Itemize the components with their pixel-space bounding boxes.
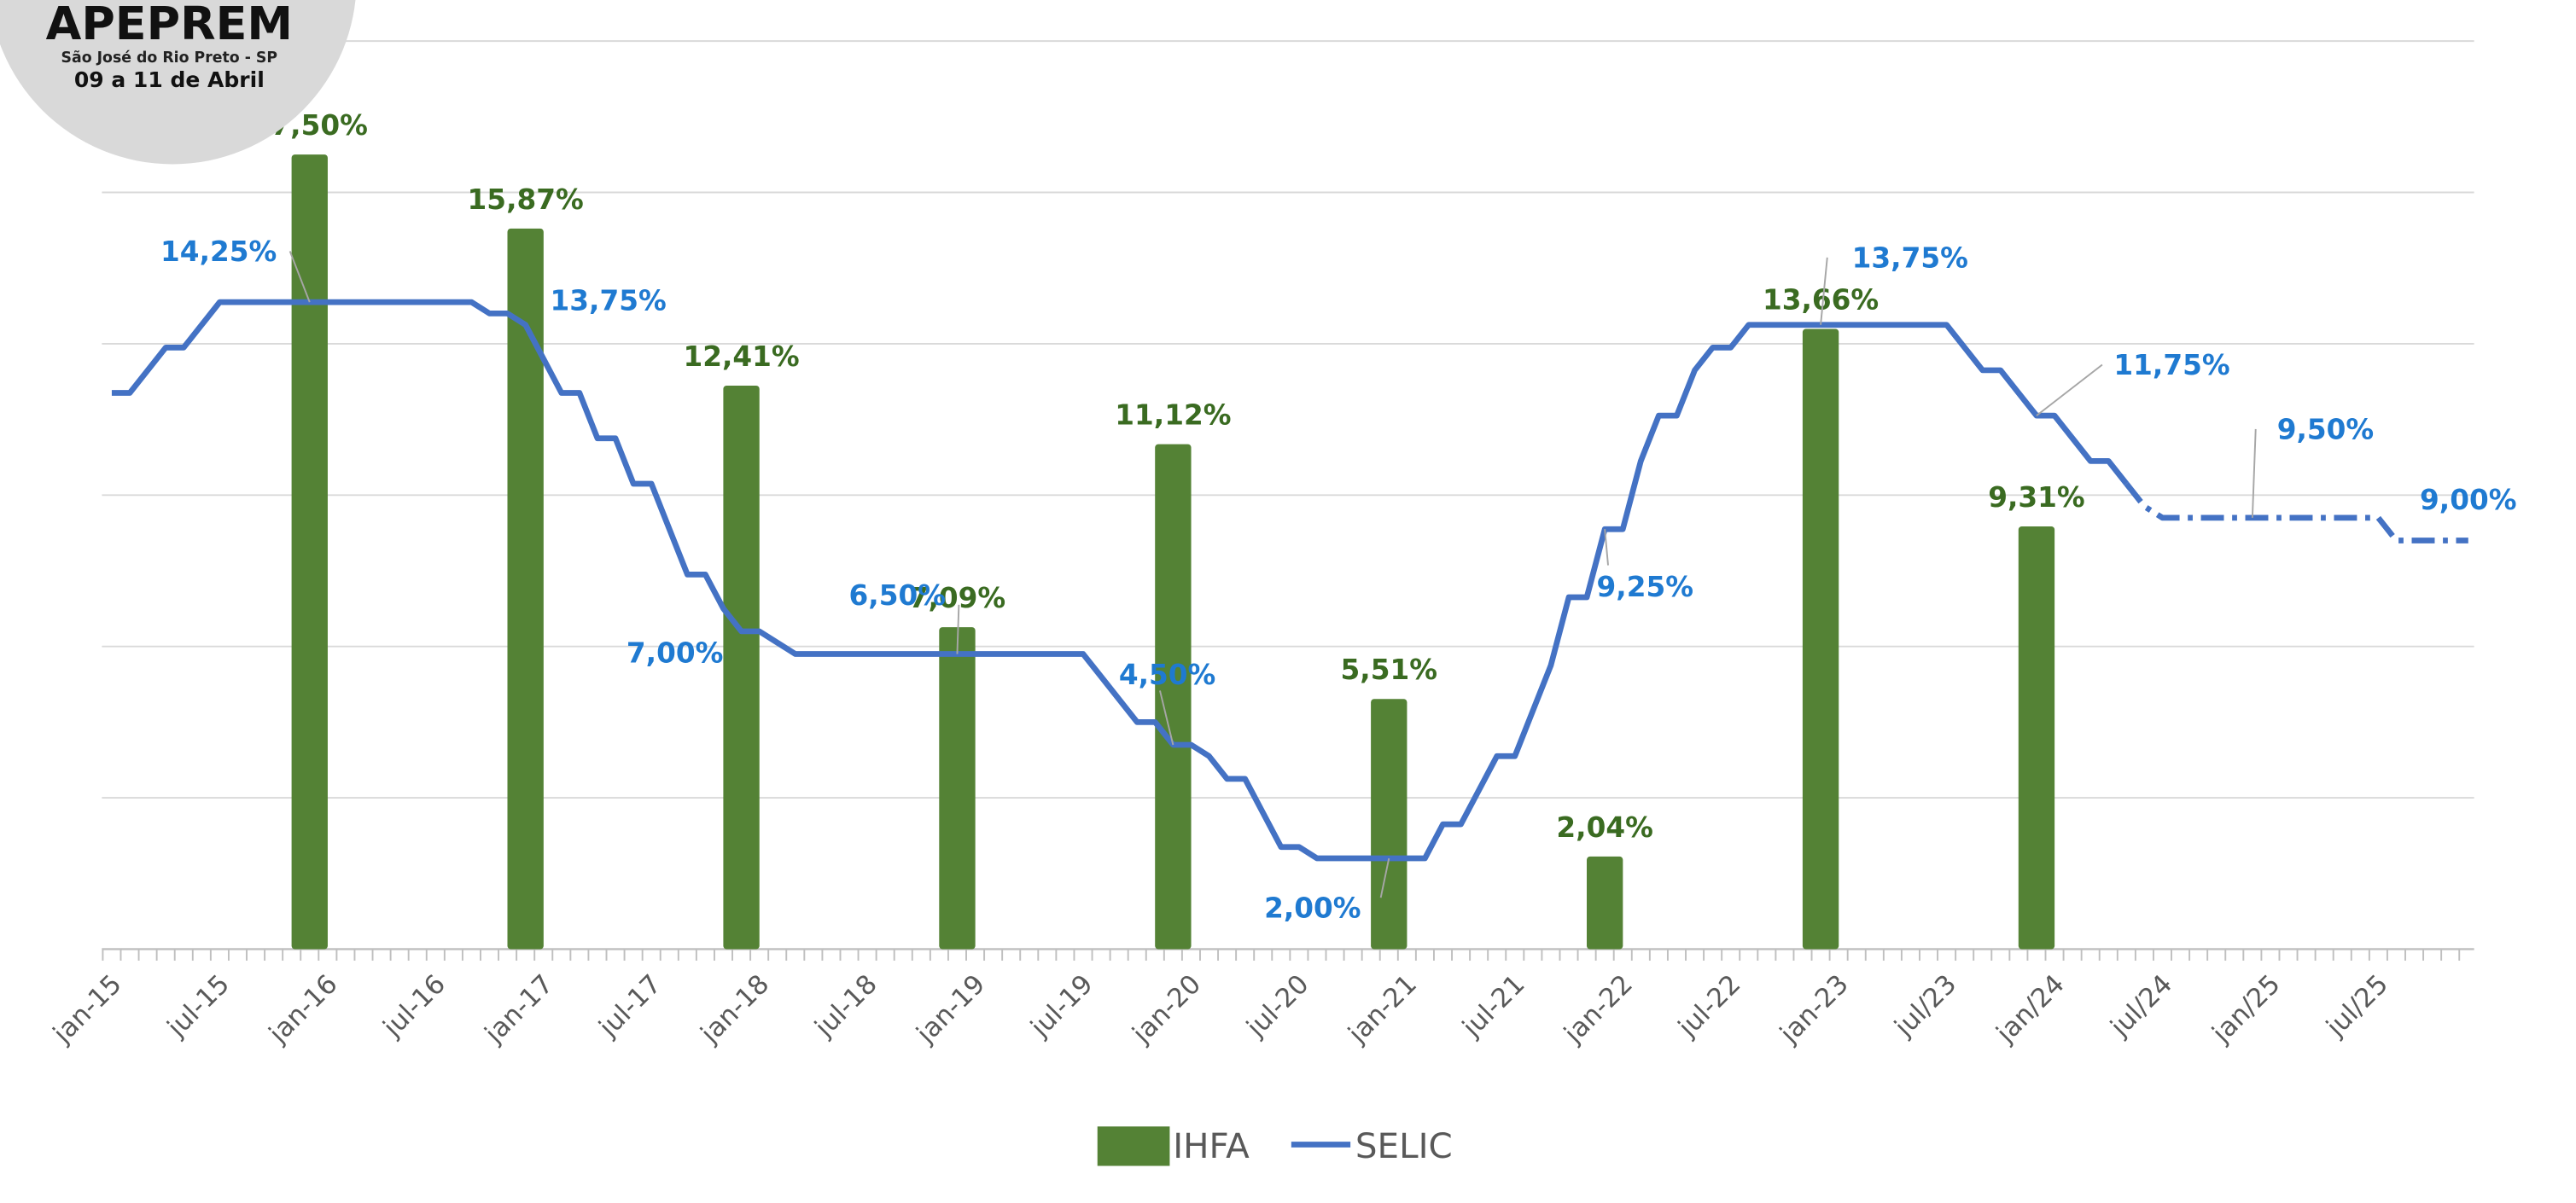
legend-swatch xyxy=(1097,1126,1170,1166)
bar-label: 9,31% xyxy=(1988,481,2084,514)
logo-place: São José do Rio Preto - SP xyxy=(61,49,278,67)
x-tick-label: jan-17 xyxy=(479,968,560,1049)
logo-name: APEPREM xyxy=(46,0,293,50)
leader-line xyxy=(1159,690,1174,746)
bar-label: 7,09% xyxy=(909,582,1005,614)
line-label: 6,50% xyxy=(849,579,946,612)
x-tick-label: jul-16 xyxy=(376,968,452,1043)
x-tick-label: jan/24 xyxy=(1990,968,2070,1049)
x-tick-label: jan-18 xyxy=(694,968,775,1049)
x-tick-label: jul-20 xyxy=(1240,968,1315,1043)
legend: IHFA SELIC xyxy=(1097,1125,1453,1166)
x-tick-label: jan/25 xyxy=(2206,968,2286,1049)
bar-label: 13,66% xyxy=(1763,283,1879,316)
bar xyxy=(1586,856,1623,950)
bar-label: 5,51% xyxy=(1341,654,1437,686)
legend-label: SELIC xyxy=(1355,1125,1453,1166)
bar xyxy=(291,154,328,950)
logo-badge xyxy=(0,0,356,165)
leader-line xyxy=(956,604,960,654)
line-label: 7,00% xyxy=(627,637,723,670)
line-label: 2,00% xyxy=(1264,892,1361,924)
line-label: 13,75% xyxy=(1852,241,1968,274)
line-label: 9,25% xyxy=(1597,571,1693,603)
x-tick-label: jul-15 xyxy=(160,968,236,1043)
leader-line xyxy=(1820,257,1828,325)
x-tick-label: jul/23 xyxy=(1888,968,1962,1043)
line-label: 4,50% xyxy=(1119,659,1215,691)
legend-label: IHFA xyxy=(1173,1125,1250,1166)
bar-label: 15,87% xyxy=(468,183,584,216)
x-tick-label: jan-22 xyxy=(1558,968,1639,1049)
x-tick-label: jul-21 xyxy=(1456,968,1531,1043)
x-tick-label: jul/24 xyxy=(2104,968,2178,1043)
x-tick-label: jan-15 xyxy=(47,968,128,1049)
leader-line xyxy=(2251,428,2257,518)
leader-line xyxy=(1379,857,1390,898)
bar xyxy=(1802,328,1839,950)
leader-line xyxy=(1604,529,1609,566)
line xyxy=(2124,481,2468,543)
bar xyxy=(2018,526,2055,950)
bar-label: 12,41% xyxy=(683,340,799,373)
x-tick-label: jan-19 xyxy=(910,968,991,1049)
x-tick-label: jan-16 xyxy=(263,968,344,1049)
leader-line xyxy=(2036,363,2103,416)
x-tick-label: jul-17 xyxy=(592,968,667,1043)
bar xyxy=(507,228,544,950)
bar-label: 2,04% xyxy=(1556,811,1652,844)
x-tick-label: jul-19 xyxy=(1024,968,1099,1043)
bar-label: 11,12% xyxy=(1115,399,1231,432)
labels: 17,50%15,87%12,41%7,09%11,12%5,51%2,04%1… xyxy=(160,109,2516,924)
line-label: 13,75% xyxy=(551,284,667,317)
line xyxy=(111,299,2129,862)
line-label: 9,50% xyxy=(2277,414,2374,446)
line-label: 9,00% xyxy=(2420,484,2516,516)
x-tick-label: jul-18 xyxy=(808,968,883,1043)
x-tick-label: jul/25 xyxy=(2320,968,2394,1043)
bar xyxy=(1155,444,1192,950)
x-tick-label: jan-23 xyxy=(1774,968,1855,1049)
bar xyxy=(723,386,760,950)
leader-line xyxy=(288,251,311,303)
x-tick-label: jan-21 xyxy=(1342,968,1423,1049)
x-tick-label: jul-22 xyxy=(1672,968,1747,1043)
grid: jan-15 jul-15 jan-16 jul-16 jan-17 jul-17 jan-… xyxy=(47,40,2474,1049)
logo-dates: 09 a 11 de Abril xyxy=(74,67,265,92)
logo: APEPREM São José do Rio Preto - SP 09 a … xyxy=(0,0,356,165)
bar xyxy=(1371,699,1407,950)
line-label: 11,75% xyxy=(2113,349,2229,381)
x-tick-label: jan-20 xyxy=(1126,968,1207,1049)
bar xyxy=(939,627,976,950)
plot xyxy=(111,154,2468,950)
line-label: 14,25% xyxy=(160,235,277,268)
